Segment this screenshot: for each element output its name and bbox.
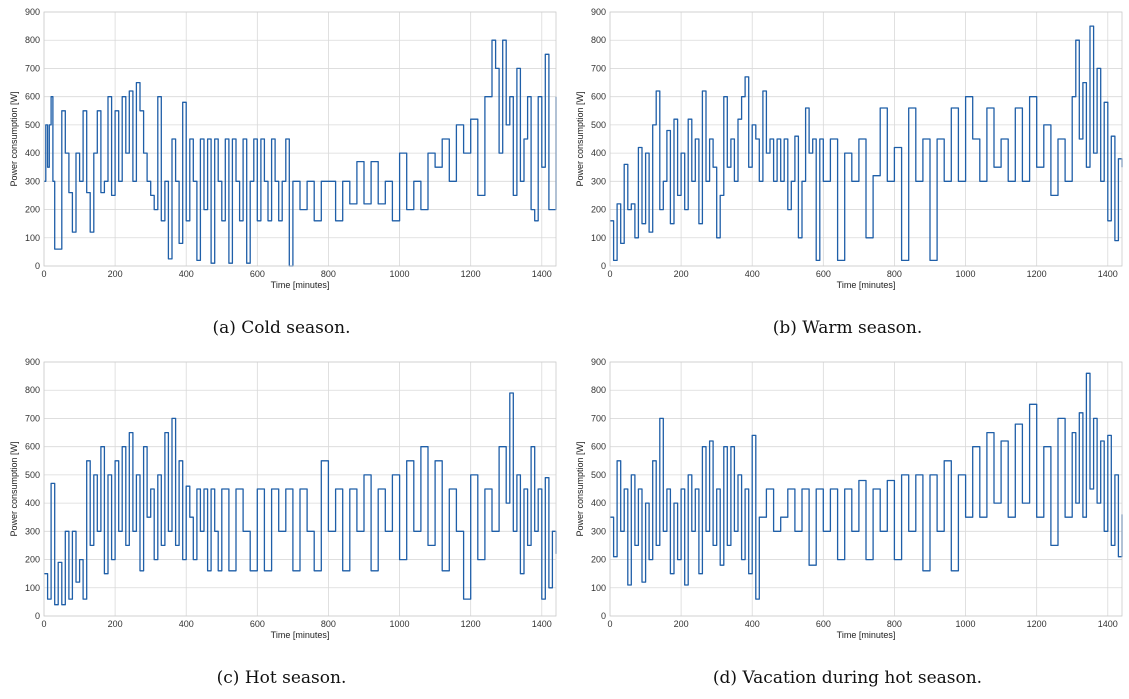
x-tick-label: 1000: [956, 269, 976, 279]
y-tick-label: 400: [591, 498, 606, 508]
y-tick-label: 800: [25, 385, 40, 395]
y-tick-label: 200: [591, 555, 606, 565]
y-tick-label: 0: [35, 261, 40, 271]
y-tick-label: 700: [591, 63, 606, 73]
x-tick-label: 600: [250, 269, 265, 279]
y-tick-label: 400: [25, 498, 40, 508]
y-tick-label: 700: [25, 413, 40, 423]
x-tick-label: 1400: [1098, 619, 1118, 629]
y-tick-label: 300: [25, 526, 40, 536]
x-tick-label: 1400: [532, 619, 552, 629]
y-tick-label: 100: [25, 583, 40, 593]
chart-warm-season: 0 200 400 600 800 1000 1200 1400 0 100 200 300 400 50…: [575, 7, 1123, 290]
power-consumption-line: [610, 25, 1123, 262]
x-tick-label: 800: [887, 619, 902, 629]
y-tick-label: 800: [591, 385, 606, 395]
x-axis-label: Time [minutes]: [271, 630, 330, 640]
x-tick-label: 1200: [1027, 269, 1047, 279]
y-tick-label: 200: [25, 205, 40, 215]
x-tick-label: 600: [816, 269, 831, 279]
y-axis-label: Power consumption [W]: [575, 91, 585, 186]
x-tick-label: 1000: [390, 269, 410, 279]
x-tick-label: 1000: [956, 619, 976, 629]
y-tick-label: 600: [25, 92, 40, 102]
power-consumption-line: [44, 39, 557, 267]
power-consumption-line: [44, 392, 557, 606]
x-tick-label: 800: [321, 619, 336, 629]
y-tick-label: 0: [601, 611, 606, 621]
plot-frame: [43, 11, 557, 267]
caption-warm-season: (b) Warm season.: [772, 318, 923, 338]
y-tick-label: 900: [25, 7, 40, 17]
x-tick-label: 1200: [461, 619, 481, 629]
x-axis-label: Time [minutes]: [837, 280, 896, 290]
plot-frame: [609, 361, 1123, 617]
chart-hot-season: 0 200 400 600 800 1000 1200 1400 0 100 200 300 400 50…: [9, 357, 557, 640]
y-tick-label: 300: [591, 176, 606, 186]
x-axis-label: Time [minutes]: [271, 280, 330, 290]
y-tick-label: 600: [25, 442, 40, 452]
x-tick-label: 200: [674, 269, 689, 279]
y-tick-label: 600: [591, 92, 606, 102]
y-tick-label: 800: [25, 35, 40, 45]
x-axis-label: Time [minutes]: [837, 630, 896, 640]
x-tick-label: 0: [41, 619, 46, 629]
x-tick-label: 200: [108, 269, 123, 279]
y-tick-label: 400: [591, 148, 606, 158]
plot-area: [44, 12, 556, 266]
x-tick-label: 200: [108, 619, 123, 629]
x-tick-label: 1000: [390, 619, 410, 629]
x-tick-label: 400: [179, 619, 194, 629]
y-tick-label: 900: [591, 357, 606, 367]
y-tick-label: 200: [591, 205, 606, 215]
y-tick-label: 800: [591, 35, 606, 45]
y-tick-label: 600: [591, 442, 606, 452]
y-tick-label: 500: [591, 120, 606, 130]
y-tick-label: 300: [25, 176, 40, 186]
caption-hot-season: (c) Hot season.: [216, 668, 347, 688]
y-tick-label: 900: [591, 7, 606, 17]
x-tick-label: 200: [674, 619, 689, 629]
x-tick-label: 800: [321, 269, 336, 279]
chart-cold-season: 0 200 400 600 800 1000 1200 1400 0 100 200 300 400 50…: [9, 7, 557, 290]
plot-frame: [43, 361, 557, 617]
y-axis-label: Power consumption [W]: [9, 441, 19, 536]
y-tick-label: 400: [25, 148, 40, 158]
y-tick-label: 900: [25, 357, 40, 367]
y-tick-label: 0: [601, 261, 606, 271]
x-tick-label: 400: [745, 619, 760, 629]
y-tick-label: 300: [591, 526, 606, 536]
x-tick-label: 0: [41, 269, 46, 279]
x-tick-label: 1400: [1098, 269, 1118, 279]
x-tick-label: 800: [887, 269, 902, 279]
y-tick-label: 500: [25, 470, 40, 480]
chart-vacation-hot-season: 0 200 400 600 800 1000 1200 1400 0 100 200 300 400 50…: [575, 357, 1123, 640]
x-tick-label: 0: [607, 269, 612, 279]
y-tick-label: 100: [25, 233, 40, 243]
power-consumption-line: [610, 372, 1123, 600]
x-tick-label: 1200: [1027, 619, 1047, 629]
x-tick-label: 1200: [461, 269, 481, 279]
y-tick-label: 500: [591, 470, 606, 480]
caption-cold-season: (a) Cold season.: [212, 318, 351, 338]
y-tick-label: 500: [25, 120, 40, 130]
y-tick-label: 100: [591, 233, 606, 243]
y-tick-label: 700: [25, 63, 40, 73]
caption-vacation-hot-season: (d) Vacation during hot season.: [712, 668, 983, 688]
y-tick-label: 0: [35, 611, 40, 621]
y-axis-label: Power consumption [W]: [9, 91, 19, 186]
y-axis-label: Power consumption [W]: [575, 441, 585, 536]
y-tick-label: 700: [591, 413, 606, 423]
x-tick-label: 400: [745, 269, 760, 279]
y-tick-label: 100: [591, 583, 606, 593]
x-tick-label: 600: [250, 619, 265, 629]
y-tick-label: 200: [25, 555, 40, 565]
x-tick-label: 600: [816, 619, 831, 629]
x-tick-label: 1400: [532, 269, 552, 279]
x-tick-label: 400: [179, 269, 194, 279]
plot-frame: [609, 11, 1123, 267]
x-tick-label: 0: [607, 619, 612, 629]
